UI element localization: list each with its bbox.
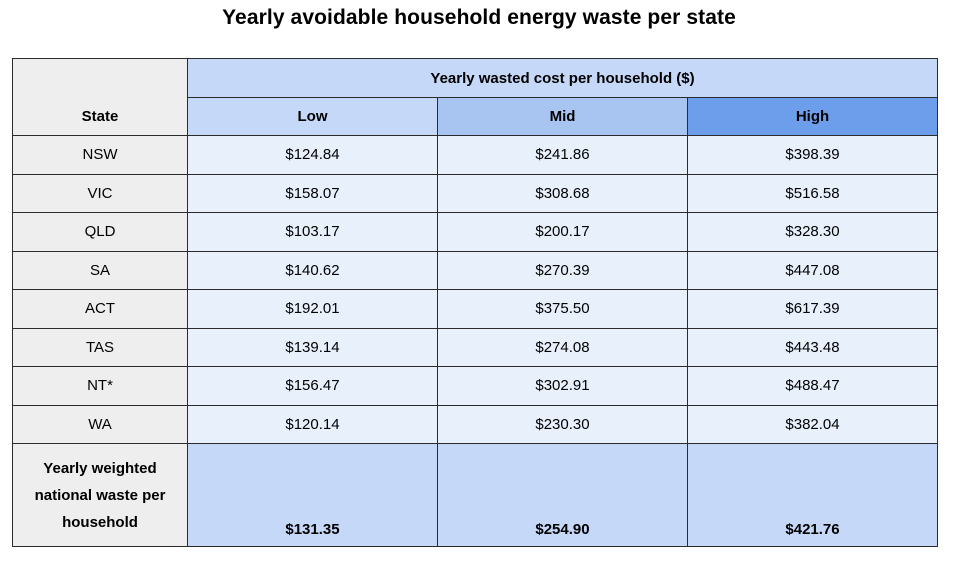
table-row-nsw: NSW $124.84 $241.86 $398.39: [12, 135, 939, 175]
high-value-cell: $398.39: [686, 135, 939, 175]
mid-column-header: Mid: [437, 97, 688, 136]
state-cell: SA: [12, 250, 188, 290]
low-value-cell: $192.01: [187, 289, 438, 329]
mid-value-cell: $274.08: [437, 327, 688, 367]
cost-group-header: Yearly wasted cost per household ($): [186, 58, 939, 98]
national-total-label-line: Yearly weighted: [43, 459, 157, 477]
state-cell: NT*: [12, 366, 188, 406]
high-value-cell: $328.30: [686, 212, 939, 252]
mid-value-cell: $302.91: [437, 366, 688, 406]
mid-value-cell: $200.17: [437, 212, 688, 252]
chart-title: Yearly avoidable household energy waste …: [222, 6, 736, 29]
national-total-label-line: household: [62, 513, 138, 531]
low-value-cell: $103.17: [187, 212, 438, 252]
state-cell: NSW: [12, 135, 188, 175]
national-total-label: Yearly weighted national waste per house…: [12, 443, 188, 547]
national-total-label-line: national waste per: [34, 486, 166, 504]
table-row-vic: VIC $158.07 $308.68 $516.58: [12, 173, 939, 213]
table-row-sa: SA $140.62 $270.39 $447.08: [12, 250, 939, 290]
low-value-cell: $158.07: [187, 173, 438, 213]
mid-value-cell: $230.30: [437, 404, 688, 444]
national-high-value: $421.76: [686, 443, 939, 547]
table-row-qld: QLD $103.17 $200.17 $328.30: [12, 212, 939, 252]
high-column-header: High: [686, 97, 939, 136]
state-cell: QLD: [12, 212, 188, 252]
table-row-wa: WA $120.14 $230.30 $382.04: [12, 404, 939, 444]
high-value-cell: $516.58: [686, 173, 939, 213]
high-value-cell: $617.39: [686, 289, 939, 329]
state-column-header: State: [12, 58, 188, 136]
low-value-cell: $156.47: [187, 366, 438, 406]
mid-value-cell: $241.86: [437, 135, 688, 175]
state-cell: TAS: [12, 327, 188, 367]
state-cell: VIC: [12, 173, 188, 213]
low-value-cell: $140.62: [187, 250, 438, 290]
high-value-cell: $382.04: [686, 404, 939, 444]
energy-waste-table: State Yearly wasted cost per household (…: [12, 58, 939, 547]
mid-value-cell: $308.68: [437, 173, 688, 213]
low-column-header: Low: [187, 97, 438, 136]
table-row-nt: NT* $156.47 $302.91 $488.47: [12, 366, 939, 406]
mid-value-cell: $375.50: [437, 289, 688, 329]
high-value-cell: $488.47: [686, 366, 939, 406]
table-row-act: ACT $192.01 $375.50 $617.39: [12, 289, 939, 329]
high-value-cell: $447.08: [686, 250, 939, 290]
low-value-cell: $124.84: [187, 135, 438, 175]
table-row-tas: TAS $139.14 $274.08 $443.48: [12, 327, 939, 367]
state-cell: WA: [12, 404, 188, 444]
state-cell: ACT: [12, 289, 188, 329]
mid-value-cell: $270.39: [437, 250, 688, 290]
national-low-value: $131.35: [187, 443, 438, 547]
low-value-cell: $120.14: [187, 404, 438, 444]
high-value-cell: $443.48: [686, 327, 939, 367]
low-value-cell: $139.14: [187, 327, 438, 367]
table-row-national-total: Yearly weighted national waste per house…: [12, 443, 939, 547]
national-mid-value: $254.90: [437, 443, 688, 547]
